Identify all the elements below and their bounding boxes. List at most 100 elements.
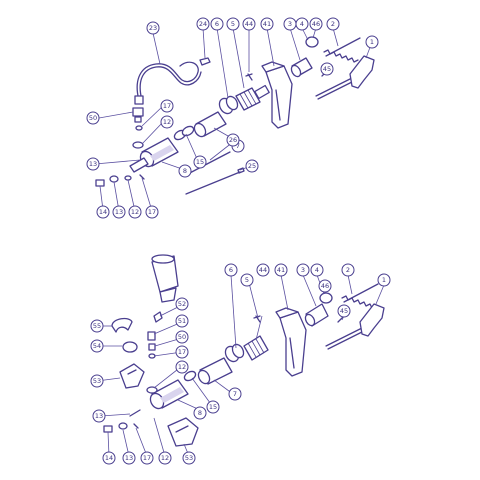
washer-part — [135, 125, 143, 131]
handle-41-bottom-part — [275, 307, 307, 377]
ring-46-part — [305, 36, 319, 48]
svg-text:13: 13 — [95, 412, 103, 420]
svg-text:13: 13 — [125, 454, 133, 462]
screw-44-bottom-part — [253, 315, 261, 323]
svg-text:45: 45 — [340, 307, 348, 315]
hose-part — [136, 61, 199, 97]
barrel-8-bottom-part — [149, 379, 189, 410]
svg-text:44: 44 — [245, 20, 253, 28]
nut-14-bottom-part — [103, 425, 113, 433]
bottom-callouts: 6 44 41 3 4 2 1 46 45 5 52 55 51 54 50 1… — [90, 263, 391, 465]
svg-text:5: 5 — [231, 20, 235, 28]
svg-text:12: 12 — [161, 454, 169, 462]
svg-text:26: 26 — [229, 136, 237, 144]
spring-3-bottom-part — [304, 303, 329, 327]
svg-text:41: 41 — [263, 20, 271, 28]
svg-text:1: 1 — [382, 276, 386, 284]
barrel-8-part — [129, 137, 179, 173]
pin-17-part — [139, 174, 145, 180]
spring-3-part — [290, 57, 313, 78]
clamp-55-part — [111, 317, 133, 333]
svg-text:3: 3 — [288, 20, 292, 28]
part-6-bottom — [224, 343, 245, 363]
bracket-53b-part — [167, 417, 199, 447]
svg-text:3: 3 — [301, 266, 305, 274]
bottom-assembly — [96, 254, 385, 457]
callout-b-5: 5 — [240, 273, 254, 287]
svg-text:17: 17 — [148, 208, 156, 216]
callout-6: 6 — [210, 17, 224, 31]
hose-fitting — [134, 95, 144, 105]
screw-44-part — [245, 73, 253, 81]
callout-b-12b: 12 — [158, 451, 172, 465]
svg-text:15: 15 — [209, 403, 217, 411]
callout-1: 1 — [365, 35, 379, 49]
callout-b-15: 15 — [206, 400, 220, 414]
svg-text:50: 50 — [178, 333, 186, 341]
fitting-52-part — [153, 311, 163, 323]
tube-7-bottom-part — [197, 357, 233, 385]
callout-b-6: 6 — [224, 263, 238, 277]
callout-44: 44 — [242, 17, 256, 31]
svg-text:12: 12 — [131, 208, 139, 216]
callout-b-12a: 12 — [175, 360, 189, 374]
ring-12-part — [124, 175, 132, 181]
washer-13-part — [109, 175, 119, 183]
callout-b-7: 7 — [228, 387, 242, 401]
callout-b-46: 46 — [318, 279, 332, 293]
callout-b-1: 1 — [377, 273, 391, 287]
svg-text:1: 1 — [370, 38, 374, 46]
o-ring-15-bottom-part — [183, 370, 197, 382]
callout-b-54: 54 — [90, 339, 104, 353]
svg-text:24: 24 — [199, 20, 207, 28]
svg-text:2: 2 — [331, 20, 335, 28]
callout-14: 14 — [96, 205, 110, 219]
callout-b-41: 41 — [274, 263, 288, 277]
svg-text:6: 6 — [229, 266, 233, 274]
svg-text:46: 46 — [321, 282, 329, 290]
reservoir-cup-part — [151, 254, 179, 303]
spring-2-bottom-part — [341, 283, 379, 309]
svg-text:2: 2 — [346, 266, 350, 274]
callout-b-2: 2 — [341, 263, 355, 277]
callout-12a: 12 — [160, 115, 174, 129]
callout-b-17b: 17 — [140, 451, 154, 465]
callout-23: 23 — [146, 21, 160, 35]
svg-text:53: 53 — [185, 454, 193, 462]
callout-b-13b: 13 — [122, 451, 136, 465]
svg-text:41: 41 — [277, 266, 285, 274]
svg-text:4: 4 — [315, 266, 319, 274]
callout-b-13a: 13 — [92, 409, 106, 423]
callout-b-53a: 53 — [90, 374, 104, 388]
plunger-1-part — [315, 55, 375, 100]
top-leader-lines — [94, 27, 373, 212]
svg-text:17: 17 — [143, 454, 151, 462]
o-ring-12-part — [146, 386, 158, 394]
fitting-51-part — [147, 331, 156, 341]
svg-text:44: 44 — [259, 266, 267, 274]
part-6 — [218, 95, 239, 115]
ring-46-bottom-part — [319, 292, 333, 304]
callout-2: 2 — [326, 17, 340, 31]
callout-13b: 13 — [112, 205, 126, 219]
ring-54-part — [122, 341, 138, 353]
fitting-50-part — [132, 107, 144, 123]
svg-text:55: 55 — [93, 322, 101, 330]
pin-13a-part — [129, 409, 141, 417]
callout-4: 4 — [295, 17, 309, 31]
svg-text:52: 52 — [178, 300, 186, 308]
callout-13a: 13 — [86, 157, 100, 171]
callout-12b: 12 — [128, 205, 142, 219]
callout-b-14: 14 — [102, 451, 116, 465]
spring-2-part — [323, 37, 361, 63]
callout-8: 8 — [178, 164, 192, 178]
knurled-nut-5-bottom-part — [243, 335, 269, 361]
callout-b-17a: 17 — [175, 345, 189, 359]
top-assembly — [94, 27, 375, 212]
svg-text:23: 23 — [149, 24, 157, 32]
svg-text:46: 46 — [312, 20, 320, 28]
needle-25-part — [185, 171, 241, 195]
callout-b-3: 3 — [296, 263, 310, 277]
